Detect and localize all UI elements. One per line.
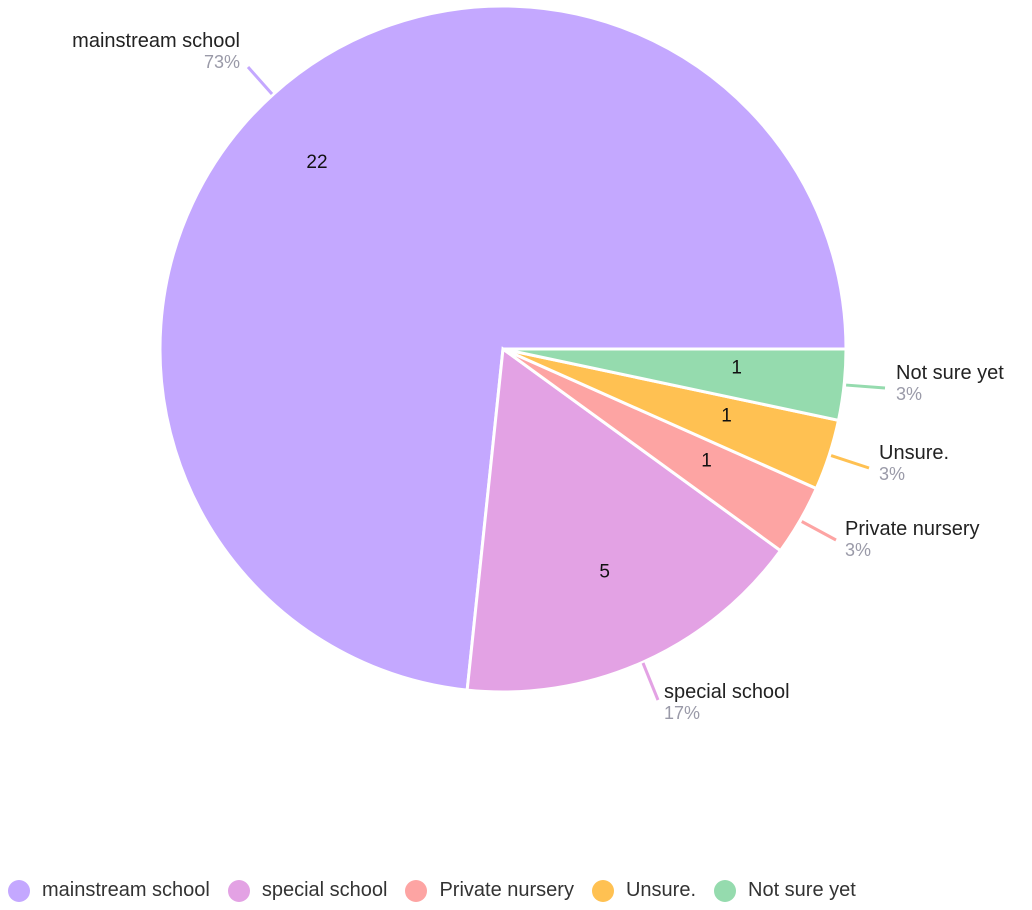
leader-line-special-school [641,662,660,701]
legend-swatch [227,879,250,902]
pie-slices [158,4,848,694]
legend-label: special school [261,879,388,901]
slice-percent-special-school: 17% [664,703,700,723]
legend-item-not-sure-yet[interactable]: Not sure yet [714,879,856,902]
pie-slice-special-school[interactable] [465,346,783,694]
slice-value-special-school: 5 [599,561,610,582]
legend-swatch [405,879,428,902]
slice-value-not-sure-yet: 1 [731,358,742,379]
slice-value-mainstream-school: 22 [306,152,327,173]
legend-item-private-nursery[interactable]: Private nursery [405,879,574,902]
legend-label: Private nursery [439,879,574,901]
legend-label: Unsure. [625,879,696,901]
leader-line-private-nursery [801,520,837,542]
legend-item-special-school[interactable]: special school [227,879,388,902]
leader-line-unsure [830,454,870,470]
pie-slice-not-sure-yet[interactable] [502,347,848,423]
slice-label-unsure: Unsure. [879,442,949,464]
slice-percent-not-sure-yet: 3% [896,384,922,404]
legend-swatch [8,879,30,902]
leader-lines [246,66,886,701]
slice-percent-private-nursery: 3% [845,540,871,560]
slice-label-special-school: special school [664,681,790,703]
legend-label: Not sure yet [748,879,856,901]
legend-label: mainstream school [42,879,210,901]
slice-value-unsure: 1 [721,406,732,427]
legend-item-unsure[interactable]: Unsure. [591,879,696,902]
slice-value-private-nursery: 1 [701,451,712,472]
legend-item-mainstream-school[interactable]: mainstream school [8,879,210,902]
slice-percent-unsure: 3% [879,464,905,484]
slice-label-mainstream-school: mainstream school [72,30,240,52]
slice-percent-mainstream-school: 73% [204,52,240,72]
slice-value-labels: 22 5 1 1 1 [306,152,742,582]
legend-swatch [591,879,614,902]
leader-line-mainstream-school [246,66,274,95]
legend-swatch [714,879,736,902]
slice-label-not-sure-yet: Not sure yet [896,362,1004,384]
leader-line-not-sure-yet [845,383,886,390]
legend: mainstream school special school Private… [8,879,874,902]
slice-label-private-nursery: Private nursery [845,518,980,540]
